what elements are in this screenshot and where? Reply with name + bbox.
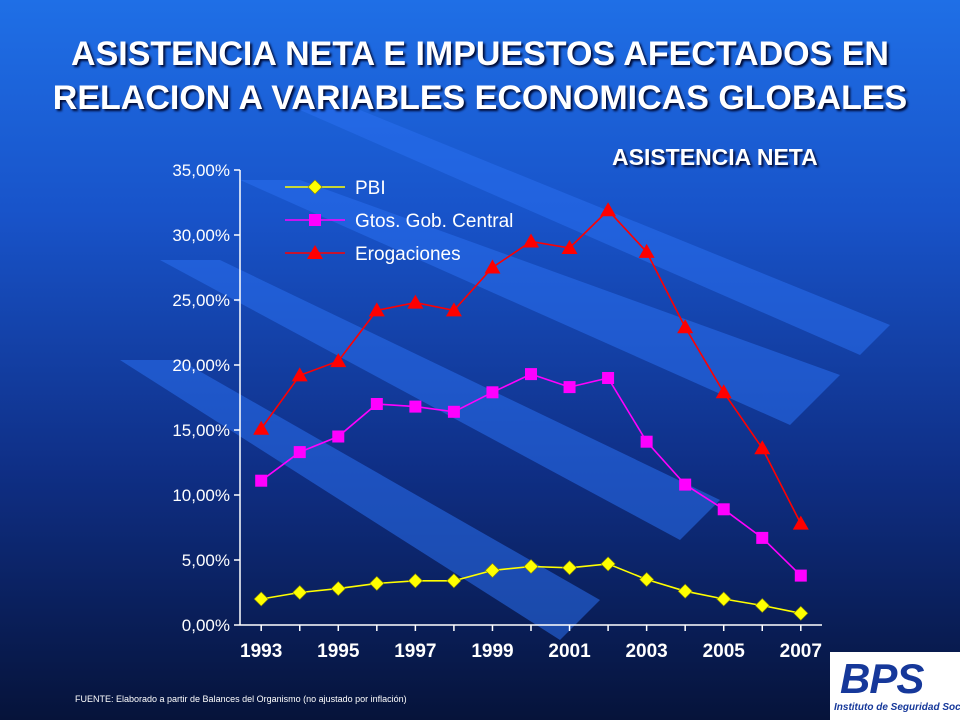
- source-footnote: FUENTE: Elaborado a partir de Balances d…: [75, 694, 407, 704]
- y-tick-label: 30,00%: [172, 226, 230, 245]
- chart-legend: PBI Gtos. Gob. Central Erogaciones: [285, 178, 513, 265]
- y-tick-label: 25,00%: [172, 291, 230, 310]
- data-point-pbi: [677, 583, 693, 599]
- x-tick-label: 1999: [471, 641, 513, 662]
- data-point-pbi: [330, 581, 346, 597]
- chart-series-layer: [253, 202, 809, 621]
- legend-label-gtos-gob-central: Gtos. Gob. Central: [355, 211, 513, 232]
- series-line-gtos-gob-central: [260, 373, 802, 577]
- slide-title: ASISTENCIA NETA E IMPUESTOS AFECTADOS EN…: [0, 32, 960, 120]
- data-point-erogaciones: [253, 420, 270, 435]
- data-point-gtos-gob-central: [447, 405, 460, 418]
- y-tick-label: 15,00%: [172, 421, 230, 440]
- data-point-pbi: [716, 591, 732, 607]
- data-point-erogaciones: [523, 233, 539, 248]
- data-point-pbi: [292, 585, 308, 600]
- bps-logo-subtext: Instituto de Seguridad Social: [834, 702, 960, 713]
- data-point-pbi: [600, 556, 616, 572]
- slide-title-line-2: RELACION A VARIABLES ECONOMICAS GLOBALES: [52, 79, 908, 117]
- data-point-gtos-gob-central: [293, 446, 306, 459]
- x-tick-label: 2005: [703, 641, 746, 662]
- data-point-erogaciones: [368, 302, 385, 317]
- legend-label-pbi: PBI: [355, 178, 386, 199]
- data-point-erogaciones: [407, 294, 424, 309]
- data-point-erogaciones: [715, 384, 732, 399]
- x-tick-label: 2001: [548, 641, 591, 662]
- data-point-erogaciones: [330, 353, 347, 368]
- y-tick-label: 20,00%: [172, 356, 230, 375]
- data-point-gtos-gob-central: [332, 430, 345, 443]
- x-tick-label: 1995: [317, 641, 360, 662]
- slide-title-line-1: ASISTENCIA NETA E IMPUESTOS AFECTADOS EN: [71, 35, 889, 73]
- data-point-gtos-gob-central: [602, 372, 615, 384]
- x-tick-label: 1997: [394, 641, 436, 662]
- y-tick-label: 0,00%: [182, 616, 230, 635]
- bps-logo: BPS Instituto de Seguridad Social: [830, 652, 960, 720]
- y-tick-label: 10,00%: [172, 486, 230, 505]
- data-point-pbi: [485, 562, 500, 578]
- data-point-gtos-gob-central: [525, 368, 537, 381]
- data-point-pbi: [369, 575, 385, 591]
- data-point-gtos-gob-central: [679, 478, 692, 491]
- data-point-pbi: [639, 572, 655, 587]
- data-point-pbi: [253, 591, 269, 607]
- data-point-gtos-gob-central: [756, 531, 769, 544]
- chart-subtitle: ASISTENCIA NETA: [612, 144, 818, 170]
- data-point-gtos-gob-central: [255, 474, 268, 487]
- data-point-gtos-gob-central: [794, 569, 807, 582]
- data-point-erogaciones: [754, 440, 771, 455]
- data-point-erogaciones: [445, 302, 462, 317]
- data-point-pbi: [446, 573, 462, 589]
- x-tick-label: 1993: [240, 641, 282, 662]
- data-point-gtos-gob-central: [409, 400, 422, 413]
- legend-label-erogaciones: Erogaciones: [355, 244, 461, 265]
- data-point-pbi: [407, 573, 423, 589]
- data-point-pbi: [523, 559, 539, 574]
- data-point-gtos-gob-central: [640, 435, 653, 448]
- y-tick-label: 35,00%: [172, 161, 230, 180]
- data-point-erogaciones: [561, 240, 578, 254]
- legend-marker-gtos-gob-central: [309, 214, 321, 226]
- x-tick-label: 2007: [780, 641, 822, 662]
- data-point-pbi: [754, 598, 770, 613]
- data-point-erogaciones: [600, 202, 617, 217]
- data-point-gtos-gob-central: [370, 398, 383, 410]
- data-point-gtos-gob-central: [486, 386, 499, 399]
- data-point-erogaciones: [638, 243, 655, 258]
- data-point-erogaciones: [792, 515, 809, 530]
- data-point-pbi: [793, 605, 809, 621]
- chart-axes: 0,00% 5,00% 10,00% 15,00% 20,00% 25,00% 30,00%…: [172, 161, 822, 662]
- bps-logo-mark: BPS: [840, 655, 924, 702]
- data-point-gtos-gob-central: [563, 381, 576, 394]
- data-point-erogaciones: [484, 259, 501, 274]
- data-point-pbi: [562, 560, 577, 576]
- y-tick-label: 5,00%: [182, 551, 230, 570]
- legend-marker-erogaciones: [307, 245, 323, 259]
- x-tick-label: 2003: [625, 641, 667, 662]
- data-point-gtos-gob-central: [717, 503, 730, 516]
- legend-marker-pbi: [307, 179, 323, 195]
- data-point-erogaciones: [291, 367, 308, 382]
- data-point-erogaciones: [677, 319, 694, 334]
